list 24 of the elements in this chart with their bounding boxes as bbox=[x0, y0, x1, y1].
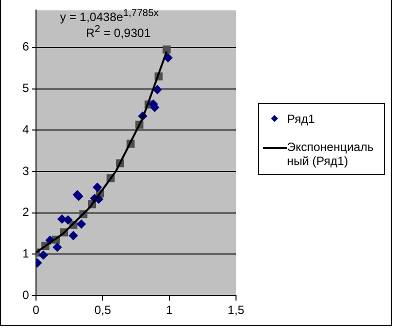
point bbox=[58, 214, 66, 224]
x-tick-label: 1,5 bbox=[228, 303, 245, 318]
point bbox=[68, 231, 78, 240]
point bbox=[64, 215, 72, 224]
annotation: y = 1,0438e$^{1,7785x}$ bbox=[60, 8, 159, 24]
y-tick-label: 4 bbox=[22, 122, 30, 136]
annotation: R$^{2}$ = 0,9301 bbox=[86, 24, 151, 40]
point bbox=[92, 182, 102, 192]
y-tick-label: 6 bbox=[22, 40, 30, 54]
y-tick-label: 1 bbox=[22, 246, 30, 261]
y-tick-label: 3 bbox=[22, 164, 30, 178]
point bbox=[38, 250, 48, 260]
x-tick-label: 1 bbox=[166, 303, 173, 318]
y-tick-label: 5 bbox=[22, 81, 30, 96]
point bbox=[52, 242, 62, 252]
legend-label: Ряд1 bbox=[287, 112, 315, 126]
point bbox=[76, 220, 86, 229]
point bbox=[152, 85, 162, 94]
x-tick-label: 0,5 bbox=[94, 303, 112, 318]
y-tick-label: 2 bbox=[22, 205, 30, 220]
legend-label: Экспоненциальный (Ряд1) bbox=[287, 140, 375, 168]
x-tick-label: 0 bbox=[32, 303, 40, 318]
y-tick-label: 0 bbox=[22, 288, 30, 302]
point bbox=[162, 45, 171, 54]
